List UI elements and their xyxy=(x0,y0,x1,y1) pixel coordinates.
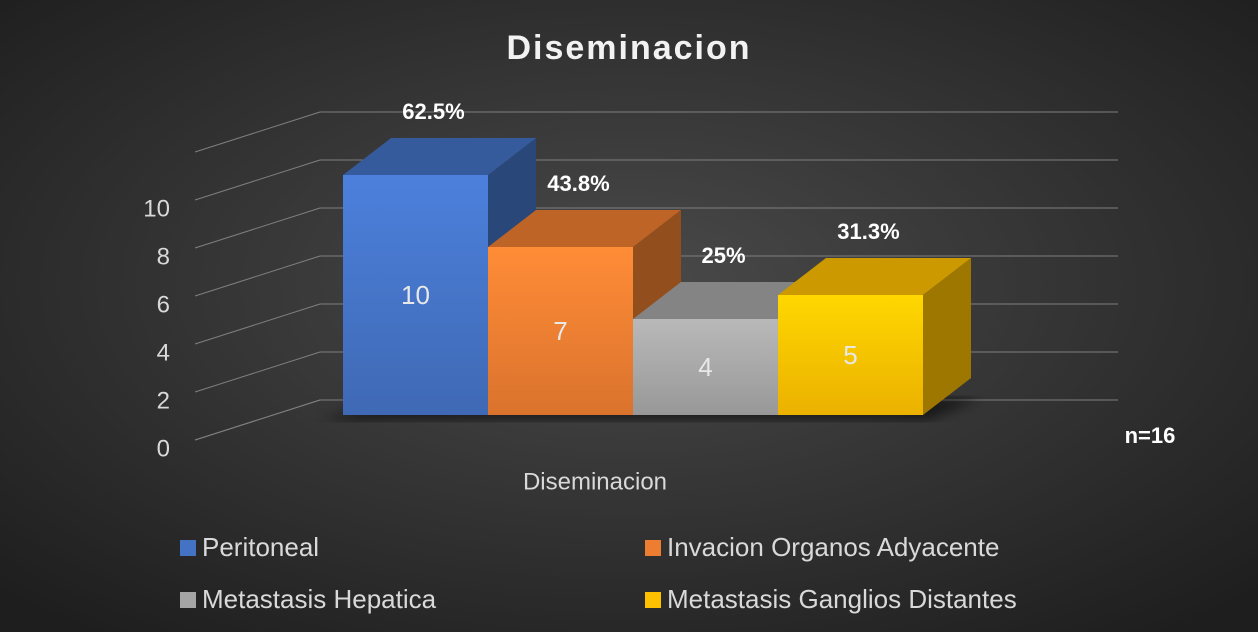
data-label: 4 xyxy=(698,352,712,382)
y-tick-label: 6 xyxy=(157,291,170,318)
grid-line xyxy=(194,159,321,201)
data-label: 10 xyxy=(401,280,430,310)
annotation: n=16 xyxy=(1125,423,1176,448)
legend-label: Peritoneal xyxy=(202,532,319,562)
y-tick-label: 4 xyxy=(157,339,170,366)
annotation: 25% xyxy=(701,243,745,268)
chart-title: Diseminacion xyxy=(506,29,751,67)
grid-line xyxy=(194,255,321,297)
bar-top xyxy=(778,258,971,295)
legend-label: Invacion Organos Adyacente xyxy=(667,532,999,562)
y-tick-label: 2 xyxy=(157,387,170,414)
data-label: 7 xyxy=(553,316,567,346)
grid-line xyxy=(194,351,321,393)
annotation: 62.5% xyxy=(402,99,464,124)
legend-swatch xyxy=(180,540,196,556)
bar-top xyxy=(488,210,681,247)
bar xyxy=(633,319,778,415)
bar xyxy=(343,175,488,415)
legend-label: Metastasis Hepatica xyxy=(202,584,437,614)
y-tick-label: 10 xyxy=(143,195,170,222)
x-tick-label: Diseminacion xyxy=(523,468,667,495)
legend-swatch xyxy=(180,592,196,608)
bar xyxy=(488,247,633,415)
legend-swatch xyxy=(645,540,661,556)
bar-top xyxy=(343,138,536,175)
bar-side xyxy=(923,258,971,415)
annotation: 43.8% xyxy=(547,171,609,196)
bar-top xyxy=(633,282,826,319)
legend-swatch xyxy=(645,592,661,608)
grid-line xyxy=(194,303,321,345)
annotation: 31.3% xyxy=(837,219,899,244)
y-tick-label: 8 xyxy=(157,243,170,270)
grid-line xyxy=(194,207,321,249)
bar xyxy=(778,295,923,415)
legend-label: Metastasis Ganglios Distantes xyxy=(667,584,1017,614)
grid-line xyxy=(194,111,321,153)
y-tick-label: 0 xyxy=(157,435,170,462)
data-label: 5 xyxy=(843,340,857,370)
grid-line xyxy=(194,399,321,441)
